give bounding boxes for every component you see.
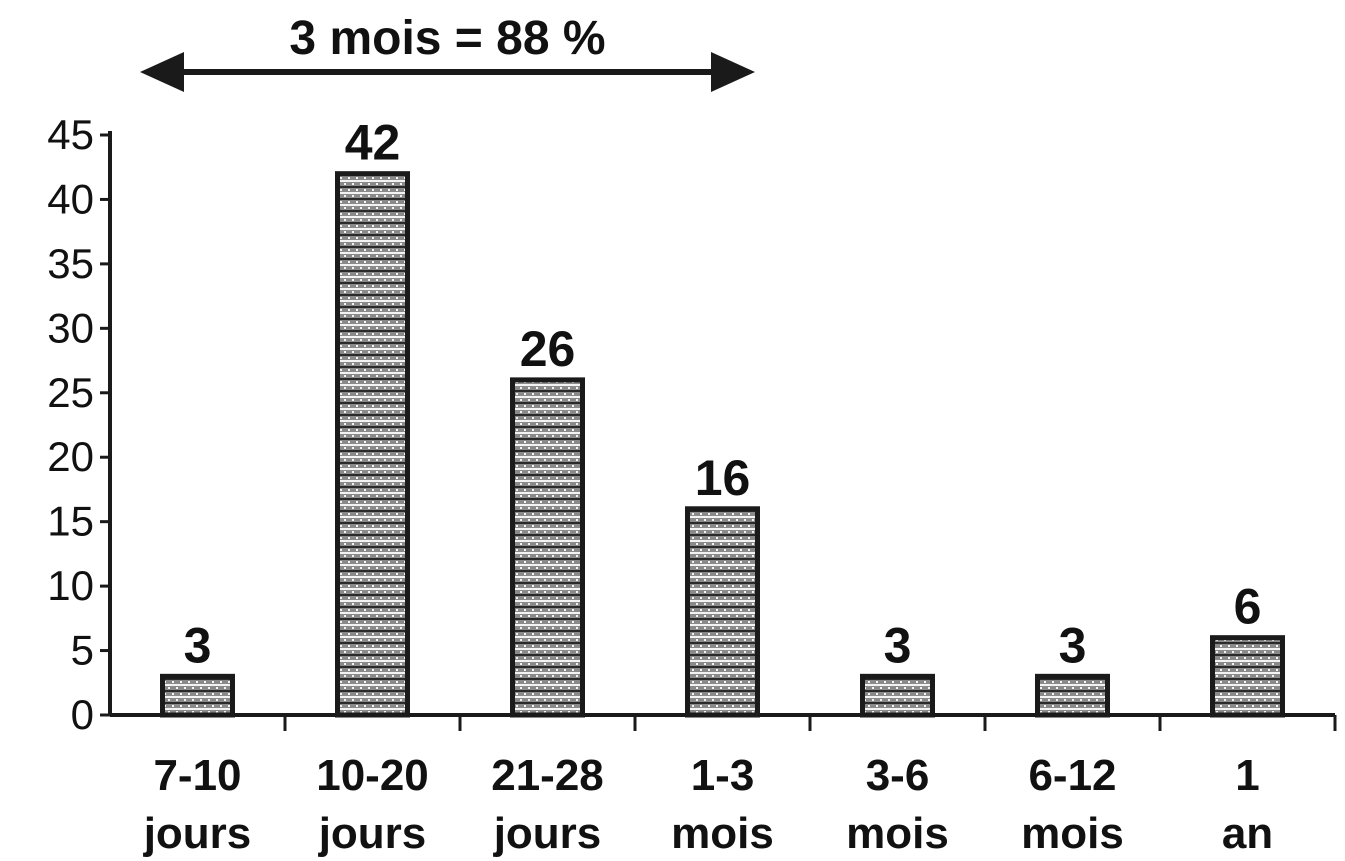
bar bbox=[860, 673, 935, 718]
bar bbox=[1035, 673, 1110, 718]
y-tick-label: 30 bbox=[47, 304, 94, 351]
annotation-arrowhead-left bbox=[140, 52, 184, 92]
data-label: 42 bbox=[345, 115, 401, 171]
x-tick-label: 21-28 jours bbox=[491, 751, 604, 858]
data-label: 3 bbox=[884, 617, 912, 673]
y-tick-label: 35 bbox=[47, 240, 94, 287]
axes-group: 0 5 10 15 20 25 30 35 40 45 bbox=[47, 111, 1337, 738]
x-tick-label: 6-12 mois bbox=[1021, 751, 1124, 858]
y-tick-label: 0 bbox=[71, 691, 94, 738]
bar bbox=[510, 377, 585, 718]
bar bbox=[160, 673, 235, 718]
y-tick-label: 5 bbox=[71, 627, 94, 674]
bars-group bbox=[160, 171, 1285, 718]
y-tick-label: 15 bbox=[47, 498, 94, 545]
annotation-group: 3 mois = 88 % bbox=[140, 12, 755, 92]
data-label: 3 bbox=[184, 617, 212, 673]
x-tick-label: 7-10 jours bbox=[143, 751, 252, 858]
y-tick-label: 40 bbox=[47, 175, 94, 222]
x-tick-label: 1-3 mois bbox=[671, 751, 774, 858]
data-label: 16 bbox=[695, 450, 751, 506]
labels-group: 3 42 26 16 3 3 6 7-10 jours 10-20 jours 21-28 jours 1… bbox=[143, 115, 1273, 858]
bar bbox=[685, 506, 760, 718]
data-label: 26 bbox=[520, 321, 576, 377]
annotation-arrowhead-right bbox=[711, 52, 755, 92]
x-tick-label: 10-20 jours bbox=[316, 751, 429, 858]
bar bbox=[335, 171, 410, 718]
y-tick-label: 25 bbox=[47, 369, 94, 416]
x-tick-label: 1 an bbox=[1222, 751, 1273, 858]
data-label: 6 bbox=[1234, 579, 1262, 635]
y-tick-label: 45 bbox=[47, 111, 94, 158]
bar bbox=[1210, 635, 1285, 718]
y-tick-label: 10 bbox=[47, 562, 94, 609]
data-label: 3 bbox=[1059, 617, 1087, 673]
y-tick-label: 20 bbox=[47, 433, 94, 480]
annotation-label: 3 mois = 88 % bbox=[289, 12, 605, 65]
x-tick-label: 3-6 mois bbox=[846, 751, 949, 858]
